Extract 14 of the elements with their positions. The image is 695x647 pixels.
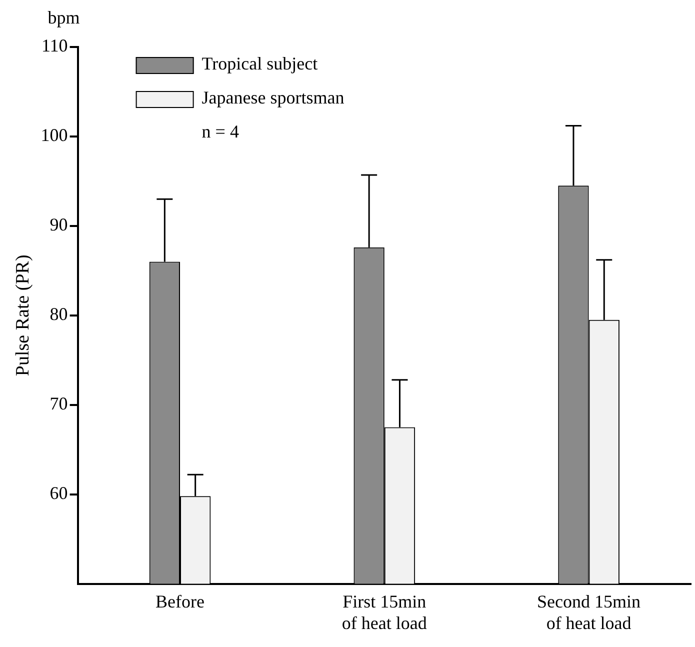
x-tick-label: First 15min of heat load [342, 591, 427, 633]
y-tick-label: 100 [40, 125, 68, 146]
y-tick-label: 60 [50, 483, 68, 504]
x-tick-label: Second 15min of heat load [537, 591, 641, 633]
x-tick-label: Before [156, 591, 204, 612]
y-tick-label: 90 [50, 214, 68, 235]
annotation: n = 4 [202, 122, 239, 142]
y-axis-title: Pulse Rate (PR) [12, 254, 34, 376]
text: bpm [48, 8, 80, 28]
y-tick-label: 80 [50, 304, 68, 324]
legend-label: Japanese sportsman [202, 88, 344, 108]
y-tick-label: 70 [50, 394, 68, 414]
y-tick-label: 110 [41, 36, 68, 56]
legend-label: Tropical subject [202, 54, 318, 74]
